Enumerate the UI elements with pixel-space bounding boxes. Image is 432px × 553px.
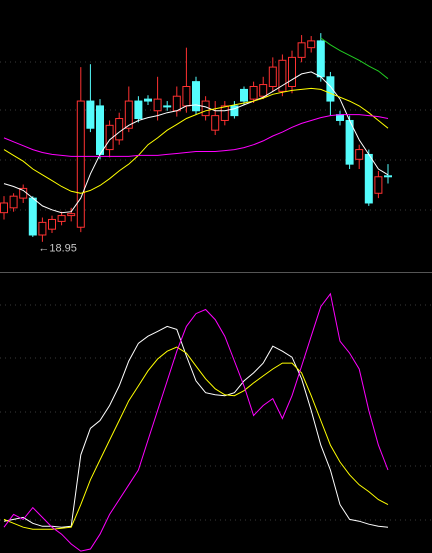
candle-body bbox=[9, 195, 18, 209]
annotation: ←18.95 bbox=[38, 243, 77, 255]
candle-body bbox=[0, 202, 8, 214]
series-line bbox=[3, 87, 389, 194]
candle-body bbox=[326, 76, 335, 102]
candle-body bbox=[288, 56, 296, 88]
candle-body bbox=[172, 95, 181, 112]
series-line bbox=[3, 292, 389, 552]
series-line bbox=[3, 114, 389, 157]
candle-body bbox=[192, 81, 200, 112]
candle-body bbox=[163, 105, 172, 108]
candle-body bbox=[182, 86, 191, 107]
candle-body bbox=[384, 175, 392, 178]
candle-body bbox=[336, 114, 344, 121]
series-line bbox=[3, 346, 389, 530]
candle-body bbox=[144, 98, 152, 102]
candle-body bbox=[374, 176, 383, 194]
candle-body bbox=[67, 213, 76, 217]
candle-body bbox=[134, 100, 143, 120]
candle-body bbox=[48, 218, 56, 230]
candle-body bbox=[96, 105, 104, 155]
series-line bbox=[320, 37, 389, 80]
series-line bbox=[3, 325, 389, 528]
candle-body bbox=[278, 59, 287, 92]
candle-body bbox=[57, 215, 66, 222]
candle-body bbox=[124, 100, 133, 129]
candle-body bbox=[307, 40, 316, 49]
candle-body bbox=[220, 105, 229, 121]
candle-body bbox=[230, 105, 239, 117]
candle-body bbox=[249, 86, 258, 100]
candle-body bbox=[76, 100, 85, 228]
candle-body bbox=[115, 118, 124, 141]
candle-body bbox=[364, 153, 373, 204]
candle-body bbox=[259, 84, 268, 97]
candle-body bbox=[297, 42, 306, 58]
series-line bbox=[3, 71, 389, 214]
candle-body bbox=[153, 98, 162, 112]
candle-body bbox=[28, 197, 37, 236]
candle-body bbox=[268, 66, 277, 87]
candle-body bbox=[86, 100, 95, 129]
candle-body bbox=[38, 221, 47, 236]
candle-body bbox=[345, 119, 354, 165]
candle-body bbox=[211, 115, 220, 131]
candle-body bbox=[240, 88, 248, 102]
grid bbox=[0, 61, 432, 521]
candle-body bbox=[355, 149, 364, 160]
candle-body bbox=[316, 40, 325, 78]
